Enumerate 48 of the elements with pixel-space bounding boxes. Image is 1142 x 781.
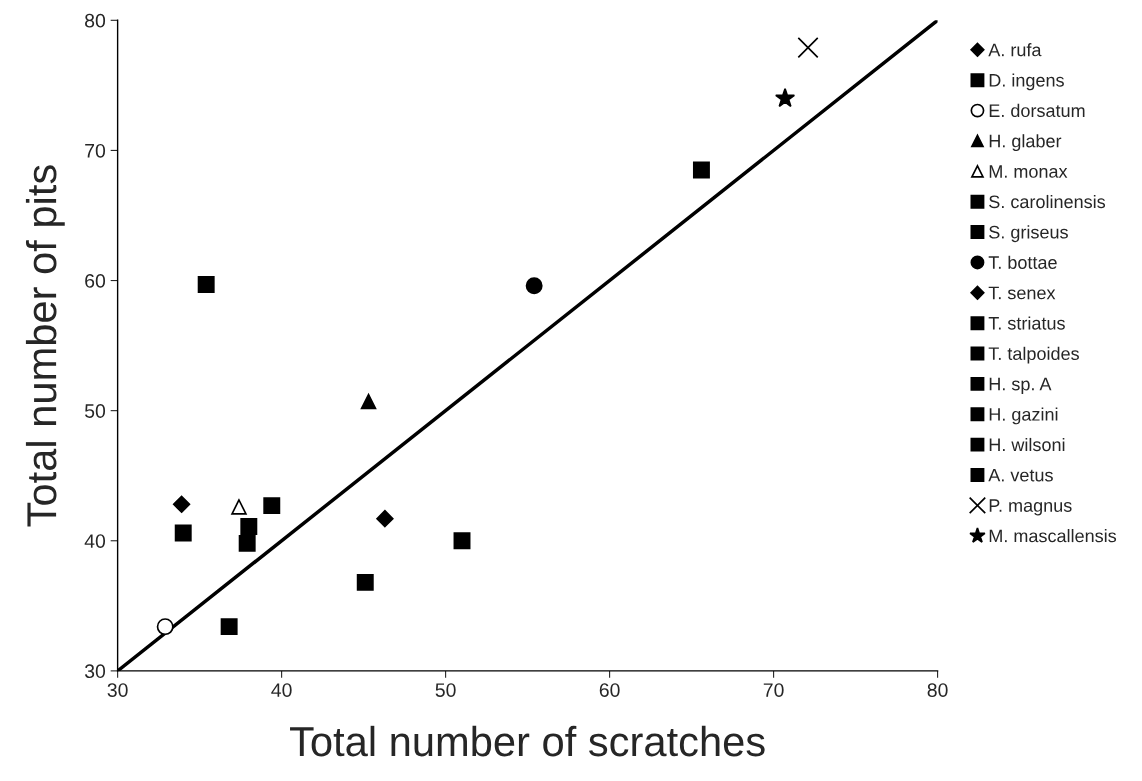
x-tick-label: 70 xyxy=(763,683,784,697)
point xyxy=(453,532,471,550)
legend-label: M. monax xyxy=(989,165,1068,178)
point xyxy=(692,161,710,179)
point xyxy=(238,534,256,552)
legend-label: H. sp. A xyxy=(989,377,1052,394)
point xyxy=(197,275,215,293)
point xyxy=(172,495,191,514)
y-tick-label: 60 xyxy=(85,274,106,288)
y-tick-label: 80 xyxy=(85,13,106,28)
x-axis-title: Total number of scratches xyxy=(290,725,765,757)
legend-label: S. griseus xyxy=(989,225,1068,243)
legend-label: T. bottae xyxy=(988,255,1057,269)
legend-label: P. magnus xyxy=(989,499,1072,516)
legend-label: T. striatus xyxy=(988,316,1065,330)
legend-label: D. ingens xyxy=(989,73,1064,91)
y-axis-title: Total number of pits xyxy=(25,165,65,527)
legend-label: H. glaber xyxy=(989,134,1062,152)
legend-label: M. mascallensis xyxy=(989,529,1117,543)
point xyxy=(174,524,192,542)
point xyxy=(360,393,377,410)
legend-label: A. vetus xyxy=(988,468,1053,482)
x-tick-label: 40 xyxy=(271,683,292,697)
point xyxy=(220,618,238,636)
x-tick-label: 80 xyxy=(927,683,948,697)
point xyxy=(156,618,174,636)
point xyxy=(231,499,247,515)
y-tick-label: 50 xyxy=(84,404,106,418)
point xyxy=(797,37,819,59)
x-tick-label: 30 xyxy=(107,683,128,697)
legend-label: E. dorsatum xyxy=(989,103,1085,118)
point xyxy=(263,497,281,515)
point xyxy=(525,277,543,295)
x-tick-label: 60 xyxy=(599,683,620,697)
point xyxy=(376,509,394,528)
point xyxy=(240,517,258,535)
y-tick-label: 30 xyxy=(84,664,106,679)
y-tick-label: 70 xyxy=(85,143,106,158)
legend-label: A. rufa xyxy=(988,43,1042,57)
point xyxy=(774,87,796,108)
point xyxy=(356,573,374,591)
legend-label: T. senex xyxy=(988,286,1056,300)
legend-label: H. gazini xyxy=(989,407,1058,425)
legend-label: S. carolinensis xyxy=(989,194,1106,209)
legend-label: T. talpoides xyxy=(988,346,1079,364)
y-tick-label: 40 xyxy=(84,534,106,548)
x-tick-label: 50 xyxy=(435,683,456,697)
legend-label: H. wilsoni xyxy=(989,437,1065,452)
